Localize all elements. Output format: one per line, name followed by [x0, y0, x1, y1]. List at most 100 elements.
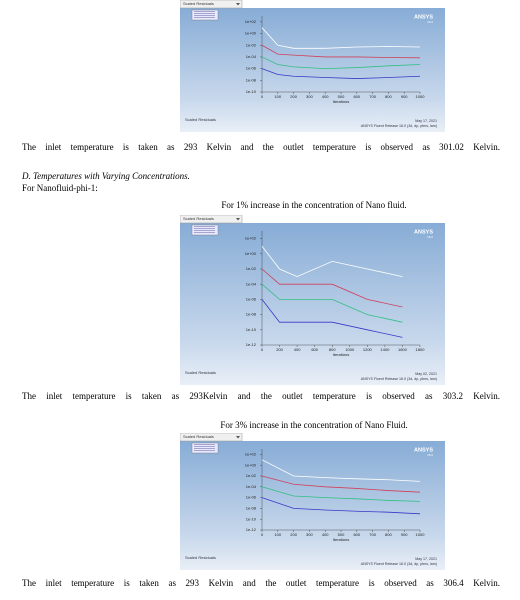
x-tick-label: 500	[338, 532, 345, 537]
version: 16.0	[427, 20, 433, 24]
x-tick-label: 800	[385, 94, 392, 99]
x-axis-label: Iterations	[333, 99, 349, 104]
caption: For 3% increase in the concentration of …	[220, 420, 408, 430]
residual-line	[261, 245, 403, 278]
title-bar	[180, 0, 243, 9]
x-tick-label: 0	[261, 532, 264, 537]
paragraph: The inlet temperature is taken as 293 Ke…	[22, 578, 500, 588]
brand: ANSYS	[414, 229, 433, 235]
x-tick-label: 100	[274, 94, 281, 99]
y-tick-label: 1e-10	[246, 516, 257, 521]
residual-line	[261, 56, 421, 70]
legend-box	[191, 9, 219, 21]
y-tick-label: 1e-10	[246, 327, 257, 332]
y-tick-label: 1e-06	[246, 296, 257, 301]
release: ANSYS Fluent Release 16.0 (3d, dp, pbns,…	[361, 562, 437, 566]
x-axis-label: Iterations	[333, 352, 349, 357]
y-tick-label: 1e+02	[245, 19, 257, 24]
x-tick-label: 200	[276, 347, 283, 352]
paragraph: The inlet temperature is taken as 293Kel…	[22, 391, 500, 401]
x-tick-label: 700	[369, 94, 376, 99]
residual-line	[261, 486, 421, 502]
residual-line	[261, 497, 421, 515]
x-tick-label: 800	[329, 347, 336, 352]
y-tick-label: 1e-08	[246, 77, 257, 82]
x-tick-label: 600	[353, 532, 360, 537]
release: ANSYS Fluent Release 16.0 (3d, dp, pbns,…	[361, 124, 437, 128]
residual-line	[261, 27, 421, 49]
panel	[180, 8, 445, 132]
version: 16.0	[427, 453, 433, 457]
x-tick-label: 900	[401, 532, 408, 537]
y-tick-label: 1e+02	[245, 451, 257, 456]
x-tick-label: 1000	[416, 94, 426, 99]
y-tick-label: 1e-06	[246, 495, 257, 500]
title-bar	[180, 215, 243, 224]
x-tick-label: 400	[322, 94, 329, 99]
residual-line	[261, 44, 421, 59]
y-tick-label: 1e+00	[245, 462, 257, 467]
residual-line	[261, 459, 421, 482]
footer-label: Scaled Residuals	[185, 117, 216, 122]
x-axis-label: Iterations	[333, 537, 349, 542]
y-tick-label: 1e-02	[246, 266, 257, 271]
x-tick-label: 200	[290, 532, 297, 537]
x-tick-label: 400	[294, 347, 301, 352]
residual-line	[261, 283, 403, 323]
x-tick-label: 500	[338, 94, 345, 99]
date: May 02, 2021	[415, 372, 437, 376]
date: May 17, 2021	[415, 119, 437, 123]
x-tick-label: 1800	[416, 347, 426, 352]
legend-box	[191, 224, 219, 236]
dropdown-arrow	[236, 3, 240, 6]
x-tick-label: 400	[322, 532, 329, 537]
caption: For 1% increase in the concentration of …	[221, 200, 407, 210]
version: 16.0	[427, 235, 433, 239]
x-tick-label: 800	[385, 532, 392, 537]
x-tick-label: 300	[306, 94, 313, 99]
y-tick-label: 1e-08	[246, 505, 257, 510]
x-tick-label: 600	[311, 347, 318, 352]
x-tick-label: 0	[261, 347, 264, 352]
x-tick-label: 1400	[380, 347, 390, 352]
x-tick-label: 1600	[398, 347, 408, 352]
residual-line	[261, 475, 421, 493]
y-tick-label: 1e-10	[246, 89, 257, 94]
residual-line	[261, 268, 403, 308]
dropdown-arrow	[236, 436, 240, 439]
dropdown-arrow	[236, 218, 240, 221]
panel	[180, 223, 445, 385]
y-tick-label: 1e-02	[246, 473, 257, 478]
title-bar	[180, 433, 243, 442]
x-tick-label: 100	[274, 532, 281, 537]
title-bar-text: Scaled Residuals	[183, 434, 214, 439]
x-tick-label: 0	[261, 94, 264, 99]
brand: ANSYS	[414, 447, 433, 453]
y-tick-label: 1e-08	[246, 312, 257, 317]
paragraph: The inlet temperature is taken as 293 Ke…	[22, 142, 500, 152]
legend-box	[191, 442, 219, 454]
footer-label: Scaled Residuals	[185, 555, 216, 560]
y-tick-label: 1e-12	[246, 527, 257, 532]
subheading: For Nanofluid-phi-1:	[22, 183, 98, 193]
y-tick-label: 1e-04	[246, 54, 257, 59]
residual-line	[261, 68, 421, 79]
brand: ANSYS	[414, 14, 433, 20]
panel	[180, 441, 445, 570]
title-bar-text: Scaled Residuals	[183, 1, 214, 6]
y-tick-label: 1e-02	[246, 42, 257, 47]
x-tick-label: 1200	[363, 347, 373, 352]
title-bar-text: Scaled Residuals	[183, 216, 214, 221]
y-tick-label: 1e-06	[246, 66, 257, 71]
y-tick-label: 1e-12	[246, 342, 257, 347]
y-tick-label: 1e+00	[245, 251, 257, 256]
y-tick-label: 1e-04	[246, 281, 257, 286]
y-tick-label: 1e+00	[245, 31, 257, 36]
release: ANSYS Fluent Release 16.0 (3d, dp, pbns,…	[361, 377, 437, 381]
x-tick-label: 200	[290, 94, 297, 99]
x-tick-label: 300	[306, 532, 313, 537]
